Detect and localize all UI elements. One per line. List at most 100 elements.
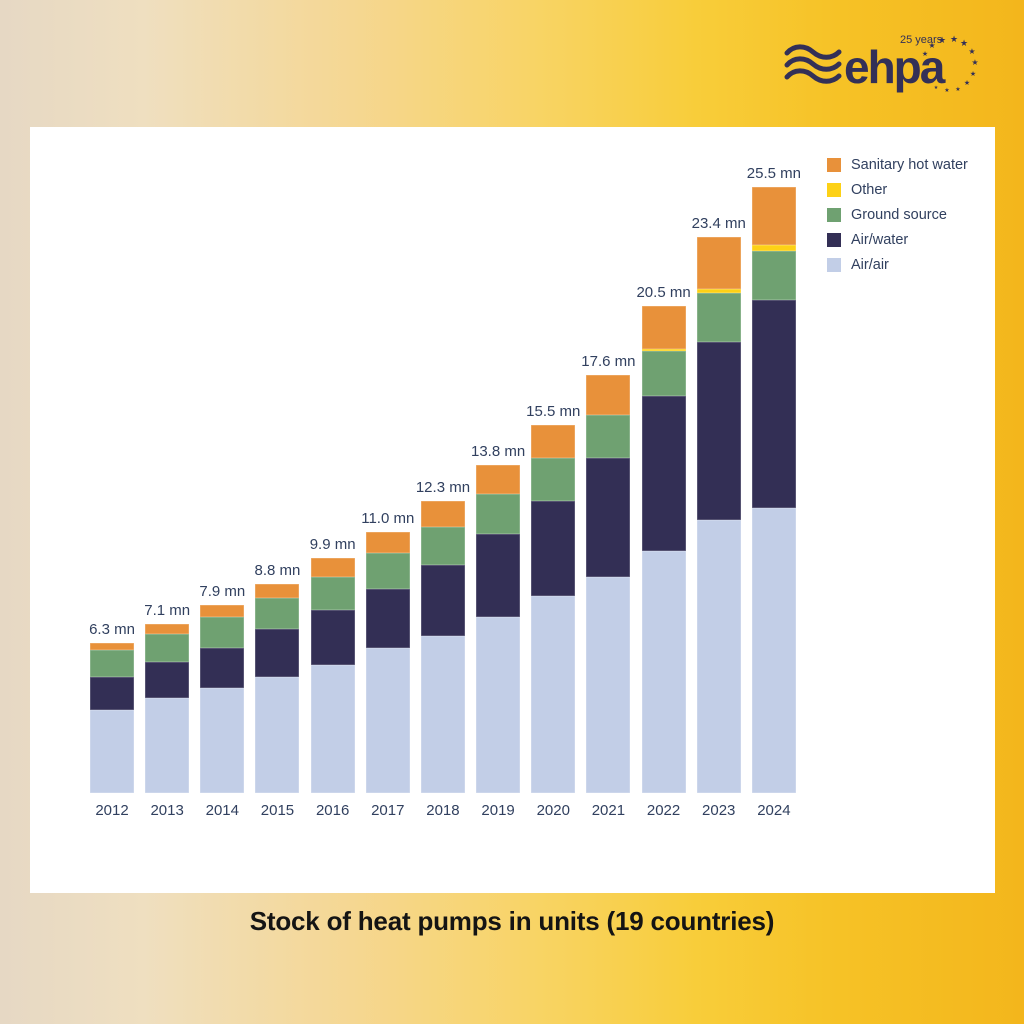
bar-2019: 13.8 mn 2019 bbox=[471, 127, 525, 819]
bar-total-label-2017: 11.0 mn bbox=[361, 509, 415, 527]
bar-2022: 20.5 mn 2022 bbox=[636, 127, 690, 819]
segment-ground-source-2013 bbox=[145, 633, 190, 663]
segment-air-water-2019 bbox=[476, 533, 521, 618]
legend-label: Air/water bbox=[851, 232, 909, 248]
segment-sanitary-hot-water-2018 bbox=[420, 500, 465, 527]
segment-air-air-2017 bbox=[365, 648, 410, 793]
brand-wordmark: ehpa bbox=[844, 41, 946, 93]
x-axis-label-2017: 2017 bbox=[371, 802, 405, 819]
segment-air-air-2015 bbox=[255, 676, 300, 793]
x-axis-label-2015: 2015 bbox=[260, 802, 295, 819]
bar-total-label-2012: 6.3 mn bbox=[89, 621, 135, 639]
legend-swatch-other bbox=[827, 183, 841, 197]
bar-2015: 8.8 mn 2015 bbox=[255, 127, 301, 819]
star-icon: ★ bbox=[955, 86, 960, 93]
x-axis-label-2012: 2012 bbox=[95, 802, 129, 819]
legend-swatch-ground-source bbox=[827, 208, 841, 222]
segment-sanitary-hot-water-2017 bbox=[365, 531, 410, 554]
segment-air-air-2022 bbox=[641, 550, 686, 793]
star-icon: ★ bbox=[960, 38, 968, 48]
star-icon: ★ bbox=[968, 47, 975, 56]
segment-air-water-2024 bbox=[751, 299, 796, 508]
bar-2014: 7.9 mn 2014 bbox=[199, 127, 246, 819]
bar-total-label-2014: 7.9 mn bbox=[199, 583, 246, 601]
star-icon: ★ bbox=[938, 35, 946, 45]
legend-item-sanitary-hot-water: Sanitary hot water bbox=[827, 157, 968, 173]
segment-sanitary-hot-water-2013 bbox=[145, 624, 190, 634]
x-axis-label-2022: 2022 bbox=[646, 802, 681, 819]
x-axis-label-2020: 2020 bbox=[536, 802, 570, 819]
bar-2020: 15.5 mn 2020 bbox=[526, 127, 580, 819]
legend-item-air-air: Air/air bbox=[827, 257, 968, 273]
x-axis-label-2013: 2013 bbox=[150, 802, 184, 819]
star-icon: ★ bbox=[934, 85, 939, 91]
segment-air-air-2018 bbox=[420, 636, 465, 793]
segment-sanitary-hot-water-2021 bbox=[586, 374, 631, 416]
segment-air-water-2016 bbox=[310, 610, 355, 665]
segment-sanitary-hot-water-2020 bbox=[531, 424, 576, 458]
bar-total-label-2020: 15.5 mn bbox=[526, 402, 581, 420]
bar-2023: 23.4 mn 2023 bbox=[692, 127, 746, 819]
chart-title: Stock of heat pumps in units (19 countri… bbox=[249, 906, 775, 936]
segment-air-water-2023 bbox=[696, 341, 741, 520]
segment-ground-source-2024 bbox=[751, 251, 796, 300]
segment-air-water-2022 bbox=[641, 396, 686, 551]
x-axis-label-2018: 2018 bbox=[426, 802, 460, 819]
bar-total-label-2019: 13.8 mn bbox=[470, 443, 526, 460]
segment-air-air-2021 bbox=[586, 576, 631, 793]
stars-arc-icon: ★ ★ ★ ★ ★ ★ ★ ★ ★ ★ ★ ★ bbox=[922, 34, 979, 94]
segment-air-air-2013 bbox=[145, 697, 190, 793]
segment-air-air-2020 bbox=[531, 595, 576, 793]
stacked-bar-chart: 6.3 mn 2012 7.1 mn 2013 7.9 mn 2014 8.8 mn 2015… bbox=[89, 127, 801, 819]
segment-air-water-2018 bbox=[420, 564, 465, 637]
bar-total-label-2024: 25.5 mn bbox=[746, 165, 801, 182]
star-icon: ★ bbox=[922, 50, 928, 58]
star-icon: ★ bbox=[944, 87, 949, 94]
segment-air-air-2019 bbox=[476, 617, 521, 793]
ehpa-logo: ehpa 25 years ★ ★ ★ ★ ★ ★ ★ ★ ★ ★ ★ ★ bbox=[784, 26, 980, 100]
segment-sanitary-hot-water-2023 bbox=[696, 236, 741, 290]
segment-other-2023 bbox=[696, 289, 741, 293]
bar-2021: 17.6 mn 2021 bbox=[581, 127, 635, 819]
legend-swatch-sanitary-hot-water bbox=[827, 158, 841, 172]
x-axis-label-2016: 2016 bbox=[315, 802, 350, 819]
chart-panel: 6.3 mn 2012 7.1 mn 2013 7.9 mn 2014 8.8 mn 2015… bbox=[30, 127, 995, 893]
segment-air-water-2012 bbox=[90, 676, 134, 710]
bar-total-label-2013: 7.1 mn bbox=[144, 602, 191, 620]
legend-label: Sanitary hot water bbox=[851, 157, 968, 173]
legend-swatch-air-water bbox=[827, 233, 841, 247]
segment-air-water-2021 bbox=[586, 457, 631, 577]
segment-sanitary-hot-water-2024 bbox=[751, 187, 796, 246]
segment-sanitary-hot-water-2012 bbox=[90, 643, 134, 651]
bar-total-label-2022: 20.5 mn bbox=[636, 283, 691, 301]
segment-ground-source-2018 bbox=[420, 526, 465, 565]
segment-ground-source-2014 bbox=[200, 617, 245, 649]
segment-sanitary-hot-water-2022 bbox=[641, 305, 686, 349]
segment-ground-source-2015 bbox=[255, 598, 300, 630]
legend-item-other: Other bbox=[827, 182, 968, 198]
segment-air-air-2012 bbox=[90, 709, 134, 793]
segment-ground-source-2019 bbox=[476, 493, 521, 534]
x-axis-label-2021: 2021 bbox=[591, 802, 626, 819]
bar-2016: 9.9 mn 2016 bbox=[310, 127, 356, 819]
star-icon: ★ bbox=[928, 41, 935, 50]
segment-other-2024 bbox=[751, 245, 796, 252]
anniversary-text: 25 years bbox=[900, 34, 943, 46]
star-icon: ★ bbox=[970, 70, 976, 78]
bar-2017: 11.0 mn 2017 bbox=[361, 127, 414, 819]
bar-total-label-2023: 23.4 mn bbox=[691, 214, 746, 232]
segment-other-2022 bbox=[641, 348, 686, 351]
segment-sanitary-hot-water-2016 bbox=[310, 557, 355, 577]
legend-item-air-water: Air/water bbox=[827, 232, 968, 248]
bar-2018: 12.3 mn 2018 bbox=[416, 127, 470, 819]
segment-air-air-2014 bbox=[200, 688, 245, 793]
segment-ground-source-2020 bbox=[531, 457, 576, 501]
star-icon: ★ bbox=[950, 34, 958, 44]
legend-label: Air/air bbox=[851, 257, 889, 273]
legend-label: Ground source bbox=[851, 207, 947, 223]
bar-2013: 7.1 mn 2013 bbox=[144, 127, 191, 819]
legend-swatch-air-air bbox=[827, 258, 841, 272]
segment-air-water-2017 bbox=[365, 588, 410, 648]
x-axis-label-2023: 2023 bbox=[702, 802, 736, 819]
ehpa-logo-graphic: ehpa 25 years ★ ★ ★ ★ ★ ★ ★ ★ ★ ★ ★ ★ bbox=[784, 34, 979, 94]
